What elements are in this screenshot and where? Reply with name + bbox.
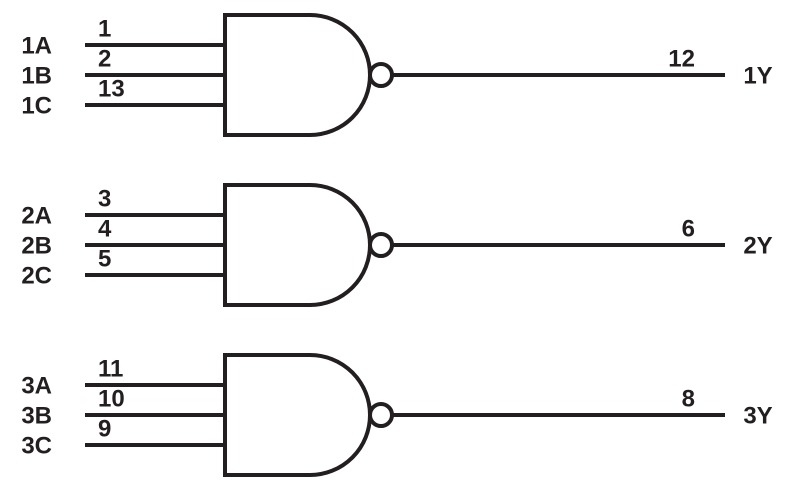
inversion-bubble bbox=[370, 404, 392, 426]
input-net-label: 1C bbox=[21, 92, 52, 119]
output-pin-label: 12 bbox=[668, 45, 695, 72]
gate-1 bbox=[85, 15, 725, 135]
gate-3 bbox=[85, 355, 725, 475]
input-pin-label: 11 bbox=[98, 355, 123, 382]
input-pin-label: 9 bbox=[98, 415, 111, 442]
input-pin-label: 5 bbox=[98, 245, 111, 272]
input-pin-label: 4 bbox=[98, 215, 112, 242]
output-net-label: 1Y bbox=[743, 62, 772, 89]
inversion-bubble bbox=[370, 64, 392, 86]
nand-gate-body bbox=[225, 355, 370, 475]
logic-diagram: 1A 1 1B 2 1C 13 12 1Y 2A 3 2B 4 2C 5 6 2Y 3A 11 3B 10 3C 9 8 3Y bbox=[0, 0, 795, 502]
input-pin-label: 3 bbox=[98, 185, 111, 212]
output-pin-label: 6 bbox=[682, 215, 695, 242]
nand-gate-body bbox=[225, 185, 370, 305]
input-net-label: 3C bbox=[21, 432, 52, 459]
input-net-label: 1B bbox=[21, 62, 52, 89]
input-net-label: 2A bbox=[21, 202, 52, 229]
input-net-label: 3B bbox=[21, 402, 52, 429]
gate-2 bbox=[85, 185, 725, 305]
inversion-bubble bbox=[370, 234, 392, 256]
output-net-label: 2Y bbox=[743, 232, 772, 259]
input-net-label: 2B bbox=[21, 232, 52, 259]
input-pin-label: 2 bbox=[98, 45, 111, 72]
input-net-label: 1A bbox=[21, 32, 52, 59]
output-pin-label: 8 bbox=[682, 385, 695, 412]
nand-gate-body bbox=[225, 15, 370, 135]
input-pin-label: 1 bbox=[98, 15, 111, 42]
input-pin-label: 10 bbox=[98, 385, 125, 412]
input-net-label: 2C bbox=[21, 262, 52, 289]
input-net-label: 3A bbox=[21, 372, 52, 399]
output-net-label: 3Y bbox=[743, 402, 772, 429]
input-pin-label: 13 bbox=[98, 75, 125, 102]
